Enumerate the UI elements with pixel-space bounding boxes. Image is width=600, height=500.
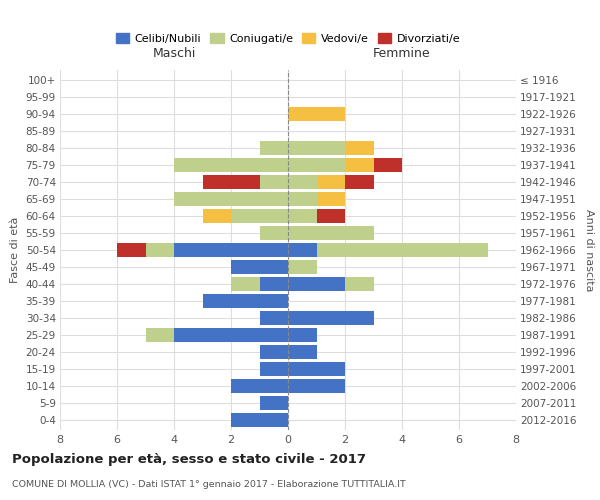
Y-axis label: Anni di nascita: Anni di nascita bbox=[584, 209, 594, 291]
Bar bbox=[373, 158, 402, 172]
Bar bbox=[288, 379, 345, 392]
Bar bbox=[260, 396, 288, 409]
Bar bbox=[345, 158, 373, 172]
Bar bbox=[231, 209, 288, 223]
Bar bbox=[231, 413, 288, 426]
Bar bbox=[288, 260, 317, 274]
Bar bbox=[260, 176, 288, 189]
Bar bbox=[260, 362, 288, 376]
Bar bbox=[174, 158, 288, 172]
Text: COMUNE DI MOLLIA (VC) - Dati ISTAT 1° gennaio 2017 - Elaborazione TUTTITALIA.IT: COMUNE DI MOLLIA (VC) - Dati ISTAT 1° ge… bbox=[12, 480, 406, 489]
Bar bbox=[317, 243, 487, 257]
Bar bbox=[203, 209, 231, 223]
Bar bbox=[260, 142, 288, 155]
Bar bbox=[231, 277, 260, 291]
Bar bbox=[174, 243, 288, 257]
Bar bbox=[146, 243, 174, 257]
Bar bbox=[260, 226, 288, 240]
Bar bbox=[174, 328, 288, 342]
Bar bbox=[288, 108, 345, 121]
Bar bbox=[231, 260, 288, 274]
Bar bbox=[345, 277, 373, 291]
Bar bbox=[174, 192, 288, 206]
Bar bbox=[231, 379, 288, 392]
Text: Maschi: Maschi bbox=[152, 47, 196, 60]
Legend: Celibi/Nubili, Coniugati/e, Vedovi/e, Divorziati/e: Celibi/Nubili, Coniugati/e, Vedovi/e, Di… bbox=[112, 29, 464, 48]
Bar bbox=[288, 192, 317, 206]
Bar bbox=[317, 176, 345, 189]
Bar bbox=[117, 243, 146, 257]
Bar bbox=[288, 328, 317, 342]
Text: Femmine: Femmine bbox=[373, 47, 431, 60]
Bar bbox=[288, 311, 373, 324]
Bar bbox=[345, 142, 373, 155]
Bar bbox=[288, 345, 317, 358]
Text: Popolazione per età, sesso e stato civile - 2017: Popolazione per età, sesso e stato civil… bbox=[12, 452, 366, 466]
Y-axis label: Fasce di età: Fasce di età bbox=[10, 217, 20, 283]
Bar bbox=[288, 362, 345, 376]
Bar bbox=[288, 158, 345, 172]
Bar bbox=[288, 243, 317, 257]
Bar bbox=[288, 277, 345, 291]
Bar bbox=[317, 192, 345, 206]
Bar bbox=[317, 209, 345, 223]
Bar bbox=[260, 345, 288, 358]
Bar bbox=[345, 176, 373, 189]
Bar bbox=[260, 277, 288, 291]
Bar bbox=[288, 226, 373, 240]
Bar bbox=[288, 176, 317, 189]
Bar bbox=[203, 176, 260, 189]
Bar bbox=[146, 328, 174, 342]
Bar bbox=[288, 209, 317, 223]
Bar bbox=[288, 142, 345, 155]
Bar bbox=[260, 311, 288, 324]
Bar bbox=[203, 294, 288, 308]
